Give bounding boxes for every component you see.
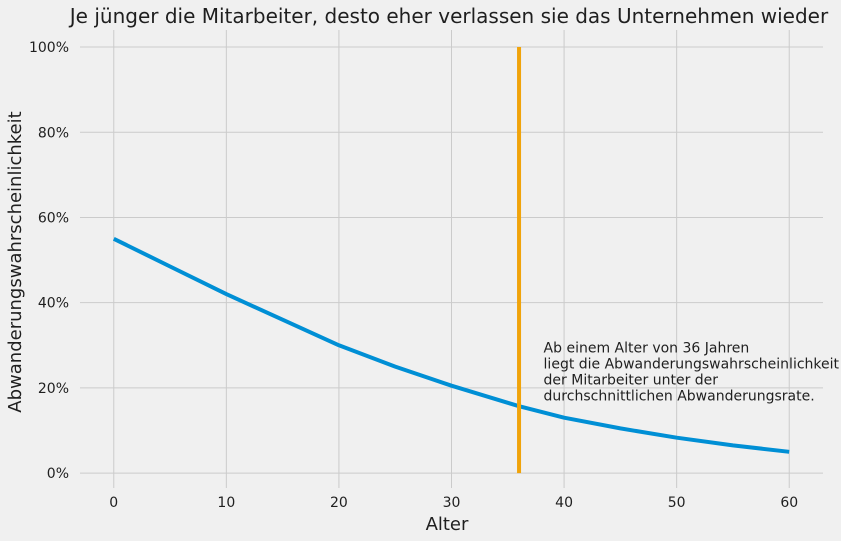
x-tick-label: 50: [668, 495, 686, 511]
annotation-line: der Mitarbeiter unter der: [544, 373, 719, 389]
y-tick-label: 40%: [38, 296, 69, 312]
series: [112, 47, 790, 474]
x-tick-label: 10: [217, 495, 235, 511]
y-tick-label: 20%: [38, 381, 69, 397]
y-tick-label: 0%: [47, 466, 69, 482]
x-tick-label: 0: [109, 495, 118, 511]
y-axis-label: Abwanderungswahrscheinlichkeit: [5, 111, 26, 412]
series-line: [112, 237, 790, 454]
tick-labels: 0 10 20 30 40 50 60 0% 20% 40% 60% 80% 100%: [29, 40, 798, 511]
y-tick-label: 80%: [38, 125, 69, 141]
x-tick-label: 30: [443, 495, 461, 511]
annotation-line: liegt die Abwanderungswahrscheinlichkeit: [544, 357, 840, 373]
y-tick-label: 60%: [38, 210, 69, 226]
chart-title: Je jünger die Mitarbeiter, desto eher ve…: [68, 4, 829, 28]
grid: [80, 30, 823, 488]
x-tick-label: 60: [780, 495, 798, 511]
annotation-line: Ab einem Alter von 36 Jahren: [544, 341, 750, 357]
x-axis-label: Alter: [426, 514, 469, 535]
annotation-line: durchschnittlichen Abwanderungsrate.: [544, 389, 815, 405]
y-tick-label: 100%: [29, 40, 69, 56]
x-tick-label: 40: [555, 495, 573, 511]
x-tick-label: 20: [330, 495, 348, 511]
